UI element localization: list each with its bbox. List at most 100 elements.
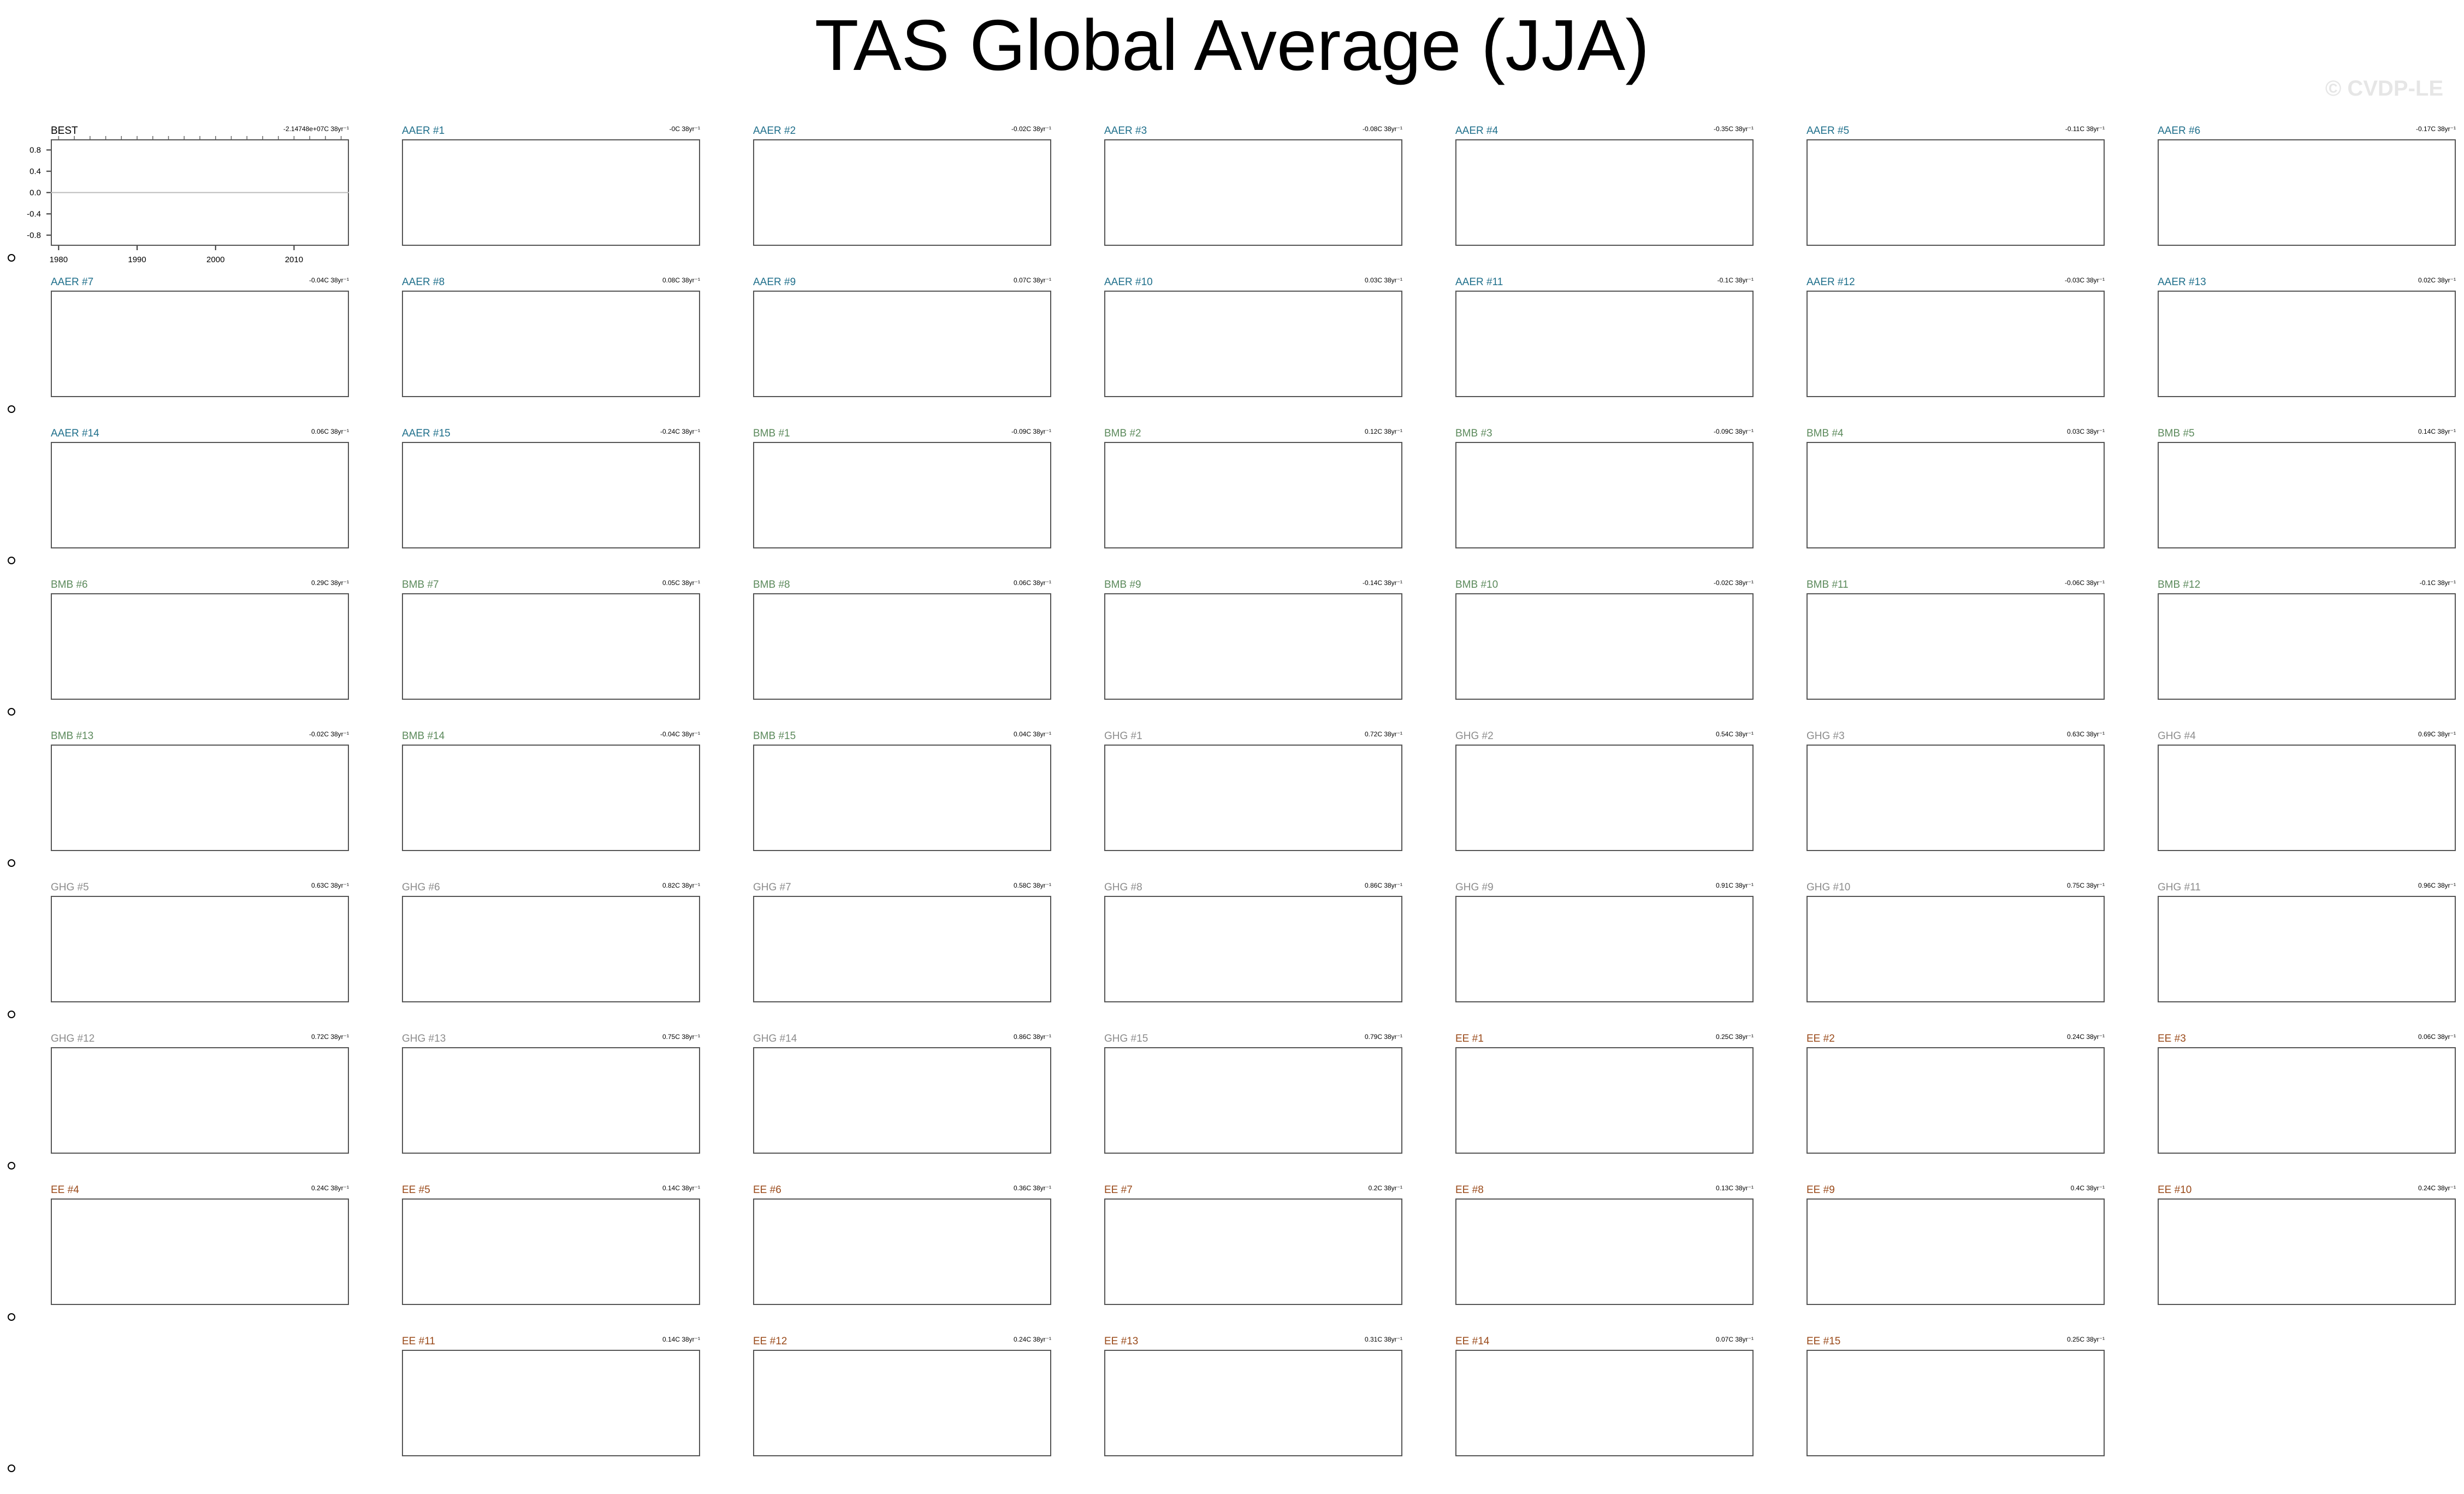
panel-label: BMB #12 [2158,579,2201,590]
chart-panel: EE #14 0.07C 38yr⁻¹ [1407,1328,1754,1474]
panel-trend-value: -0.24C 38yr⁻¹ [660,428,700,435]
panel-axes [3,420,352,584]
panel-trend-value: -0.09C 38yr⁻¹ [1011,428,1051,435]
panel-plot-area [753,139,1051,246]
panel-axes [1056,117,1406,281]
panel-label: AAER #12 [1806,276,1855,288]
row-edge-marker [8,708,15,716]
panel-label: BMB #14 [402,730,445,742]
chart-panel: EE #7 0.2C 38yr⁻¹ [1056,1177,1402,1323]
chart-panel: AAER #13 0.02C 38yr⁻¹ [2110,269,2456,415]
panel-label: GHG #6 [402,882,440,893]
panel-plot-area [753,593,1051,700]
panel-axes [354,420,703,584]
panel-axes [1758,1025,2108,1189]
panel-trend-value: 0.03C 38yr⁻¹ [1364,276,1402,284]
chart-panel: AAER #15 -0.24C 38yr⁻¹ [354,420,700,566]
panel-plot-area [402,291,700,397]
panel-trend-value: 0.79C 38yr⁻¹ [1364,1033,1402,1041]
panel-label: AAER #7 [51,276,94,288]
panel-axes [1758,117,2108,281]
panel-axes [705,1328,1055,1492]
panel-plot-area [402,745,700,851]
chart-panel: EE #12 0.24C 38yr⁻¹ [705,1328,1051,1474]
panel-plot-area [402,139,700,246]
panel-trend-value: -0.11C 38yr⁻¹ [2065,125,2105,133]
panel-label: AAER #5 [1806,125,1850,137]
panel-axes [1758,420,2108,584]
panel-axes [1758,723,2108,887]
panel-label: EE #1 [1455,1033,1484,1044]
panel-axes [705,117,1055,281]
panel-axes [2110,874,2459,1038]
panel-label: EE #3 [2158,1033,2186,1044]
panel-axes [1758,874,2108,1038]
chart-panel: GHG #14 0.86C 38yr⁻¹ [705,1025,1051,1172]
panel-label: GHG #8 [1104,882,1142,893]
chart-panel: BMB #7 0.05C 38yr⁻¹ [354,571,700,718]
chart-panel: AAER #1 -0C 38yr⁻¹ [354,117,700,264]
panel-axes [354,571,703,735]
panel-trend-value: -0.03C 38yr⁻¹ [2064,276,2105,284]
panel-label: EE #2 [1806,1033,1835,1044]
panel-plot-area [402,1047,700,1154]
y-tick-label: -0.4 [27,210,41,219]
chart-panel: BMB #14 -0.04C 38yr⁻¹ [354,723,700,869]
panel-axes [3,1025,352,1189]
chart-panel: AAER #11 -0.1C 38yr⁻¹ [1407,269,1754,415]
panel-label: EE #6 [753,1184,781,1196]
panel-plot-area [1104,1047,1402,1154]
panel-trend-value: 0.4C 38yr⁻¹ [2070,1184,2105,1192]
chart-panel: AAER #6 -0.17C 38yr⁻¹ [2110,117,2456,264]
panel-label: BMB #15 [753,730,796,742]
panel-trend-value: -0.1C 38yr⁻¹ [2419,579,2456,587]
panel-plot-area [1455,291,1754,397]
chart-panel: GHG #13 0.75C 38yr⁻¹ [354,1025,700,1172]
panel-trend-value: 0.58C 38yr⁻¹ [1013,882,1051,889]
panel-trend-value: 0.07C 38yr⁻¹ [1013,276,1051,284]
panel-trend-value: 0.96C 38yr⁻¹ [2418,882,2456,889]
panel-axes [705,1025,1055,1189]
panel-trend-value: -0.04C 38yr⁻¹ [309,276,349,284]
panel-axes [1407,269,1757,433]
row-edge-marker [8,254,15,262]
panel-label: EE #12 [753,1336,787,1347]
panel-label: BMB #11 [1806,579,1849,590]
panel-trend-value: -0.14C 38yr⁻¹ [1362,579,1402,587]
chart-panel: EE #11 0.14C 38yr⁻¹ [354,1328,700,1474]
panel-trend-value: -0.02C 38yr⁻¹ [1713,579,1754,587]
panel-trend-value: 0.24C 38yr⁻¹ [2066,1033,2105,1041]
panel-trend-value: 0.24C 38yr⁻¹ [311,1184,349,1192]
panel-trend-value: 0.05C 38yr⁻¹ [662,579,700,587]
chart-panel: AAER #12 -0.03C 38yr⁻¹ [1758,269,2105,415]
chart-panel: EE #8 0.13C 38yr⁻¹ [1407,1177,1754,1323]
panel-axes [354,1025,703,1189]
panel-axes [354,874,703,1038]
panel-trend-value: 0.12C 38yr⁻¹ [1364,428,1402,435]
panel-axes: 0.8 0.4 0.0 -0.4 -0.8 1980 1990 2000 2010 [27,136,349,264]
chart-panel: AAER #3 -0.08C 38yr⁻¹ [1056,117,1402,264]
panel-label: GHG #5 [51,882,89,893]
chart-panel: BMB #10 -0.02C 38yr⁻¹ [1407,571,1754,718]
panel-label: BMB #3 [1455,428,1492,439]
panel-label: AAER #3 [1104,125,1147,137]
panel-plot-area [1806,896,2105,1002]
panel-trend-value: -0.06C 38yr⁻¹ [2064,579,2105,587]
panel-label: BMB #6 [51,579,88,590]
panel-axes [2110,571,2459,735]
panel-label: GHG #13 [402,1033,446,1044]
chart-panel: BMB #12 -0.1C 38yr⁻¹ [2110,571,2456,718]
panel-trend-value: 0.91C 38yr⁻¹ [1715,882,1754,889]
panel-label: EE #11 [402,1336,435,1347]
y-tick-label: 0.8 [29,146,41,155]
panel-label: EE #5 [402,1184,430,1196]
chart-panel: EE #9 0.4C 38yr⁻¹ [1758,1177,2105,1323]
panel-plot-area [2158,593,2456,700]
panel-plot-area [753,1198,1051,1305]
panel-plot-area [753,442,1051,548]
panel-label: AAER #2 [753,125,796,137]
panel-plot-area [1104,291,1402,397]
panel-axes [1407,571,1757,735]
panel-plot-area [1806,745,2105,851]
x-tick-label: 1980 [50,255,68,264]
